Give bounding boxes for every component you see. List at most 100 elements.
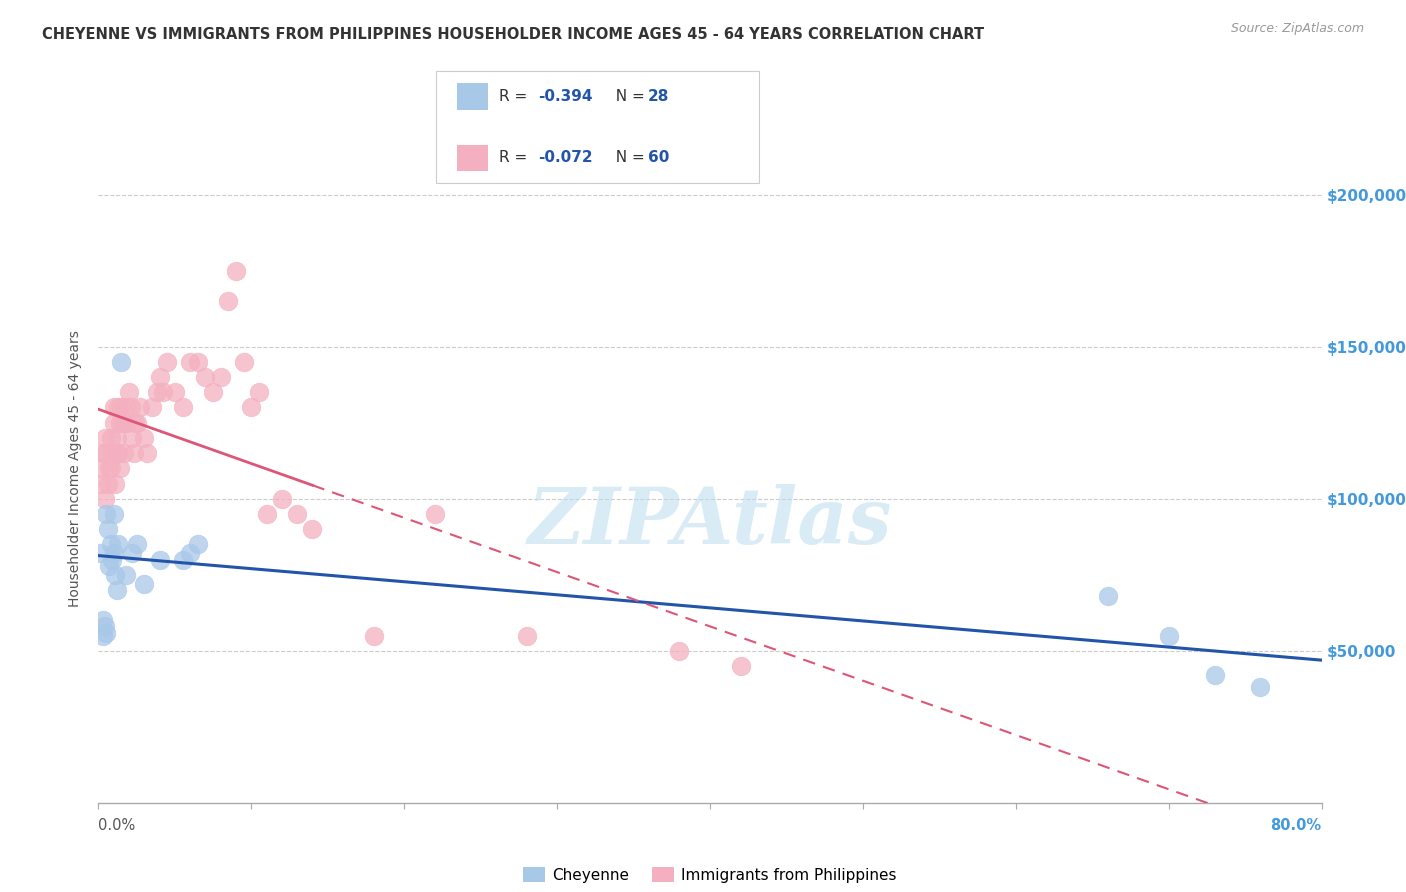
Text: -0.394: -0.394 xyxy=(538,89,593,103)
Point xyxy=(91,446,114,460)
Point xyxy=(149,552,172,566)
Point xyxy=(172,552,194,566)
Point xyxy=(103,507,125,521)
Point xyxy=(100,537,122,551)
Point xyxy=(93,491,115,506)
Point xyxy=(104,476,127,491)
Point xyxy=(101,552,124,566)
Point xyxy=(232,355,254,369)
Point xyxy=(301,522,323,536)
Text: N =: N = xyxy=(606,89,650,103)
Point xyxy=(247,385,270,400)
Text: R =: R = xyxy=(499,151,533,165)
Point xyxy=(668,644,690,658)
Text: 0.0%: 0.0% xyxy=(98,818,135,832)
Point xyxy=(125,537,148,551)
Point xyxy=(187,355,209,369)
Point xyxy=(121,546,143,560)
Point xyxy=(1204,668,1226,682)
Point xyxy=(115,401,138,415)
Text: 80.0%: 80.0% xyxy=(1271,818,1322,832)
Point xyxy=(107,537,129,551)
Point xyxy=(111,416,134,430)
Point xyxy=(217,294,239,309)
Point xyxy=(128,401,150,415)
Point xyxy=(240,401,263,415)
Point xyxy=(103,546,125,560)
Point xyxy=(100,461,122,475)
Point xyxy=(90,476,112,491)
Point xyxy=(256,507,278,521)
Point xyxy=(91,628,114,642)
Point xyxy=(98,558,121,573)
Point xyxy=(100,431,122,445)
Point xyxy=(163,385,186,400)
Text: CHEYENNE VS IMMIGRANTS FROM PHILIPPINES HOUSEHOLDER INCOME AGES 45 - 64 YEARS CO: CHEYENNE VS IMMIGRANTS FROM PHILIPPINES … xyxy=(42,27,984,42)
Point xyxy=(97,476,120,491)
Point xyxy=(103,416,125,430)
Point xyxy=(125,416,148,430)
Point xyxy=(152,385,174,400)
Point xyxy=(516,628,538,642)
Point xyxy=(103,401,125,415)
Point xyxy=(285,507,308,521)
Point xyxy=(105,446,128,460)
Point xyxy=(108,416,131,430)
Point xyxy=(730,659,752,673)
Point xyxy=(136,446,159,460)
Point xyxy=(105,582,128,597)
Point xyxy=(89,546,111,560)
Point xyxy=(124,416,146,430)
Point xyxy=(134,577,156,591)
Point xyxy=(94,507,117,521)
Point xyxy=(89,461,111,475)
Point xyxy=(91,613,114,627)
Text: Source: ZipAtlas.com: Source: ZipAtlas.com xyxy=(1230,22,1364,36)
Point xyxy=(145,385,167,400)
Point xyxy=(107,401,129,415)
Point xyxy=(194,370,217,384)
Point xyxy=(93,619,115,633)
Point xyxy=(120,401,142,415)
Point xyxy=(179,546,201,560)
Point xyxy=(202,385,225,400)
Point xyxy=(363,628,385,642)
Text: R =: R = xyxy=(499,89,533,103)
Point xyxy=(149,370,172,384)
Point xyxy=(134,431,156,445)
Point xyxy=(1157,628,1180,642)
Point xyxy=(118,385,141,400)
Point xyxy=(93,431,115,445)
Point xyxy=(94,446,117,460)
Text: -0.072: -0.072 xyxy=(538,151,593,165)
Point xyxy=(94,625,117,640)
Point xyxy=(107,446,129,460)
Point xyxy=(110,355,132,369)
Point xyxy=(225,263,247,277)
Point xyxy=(110,401,132,415)
Text: 28: 28 xyxy=(648,89,669,103)
Point xyxy=(105,431,128,445)
Point xyxy=(108,461,131,475)
Text: 60: 60 xyxy=(648,151,669,165)
Point xyxy=(1249,680,1271,694)
Legend: Cheyenne, Immigrants from Philippines: Cheyenne, Immigrants from Philippines xyxy=(517,861,903,888)
Point xyxy=(156,355,179,369)
Point xyxy=(112,446,135,460)
Point xyxy=(101,446,124,460)
Point xyxy=(115,567,138,582)
Point xyxy=(121,431,143,445)
Point xyxy=(98,461,121,475)
Point xyxy=(141,401,163,415)
Point xyxy=(423,507,446,521)
Text: N =: N = xyxy=(606,151,650,165)
Point xyxy=(187,537,209,551)
Point xyxy=(270,491,292,506)
Point xyxy=(179,355,201,369)
Point xyxy=(172,401,194,415)
Point xyxy=(209,370,232,384)
Point xyxy=(117,416,139,430)
Text: ZIPAtlas: ZIPAtlas xyxy=(527,483,893,560)
Point xyxy=(97,522,120,536)
Point xyxy=(1097,589,1119,603)
